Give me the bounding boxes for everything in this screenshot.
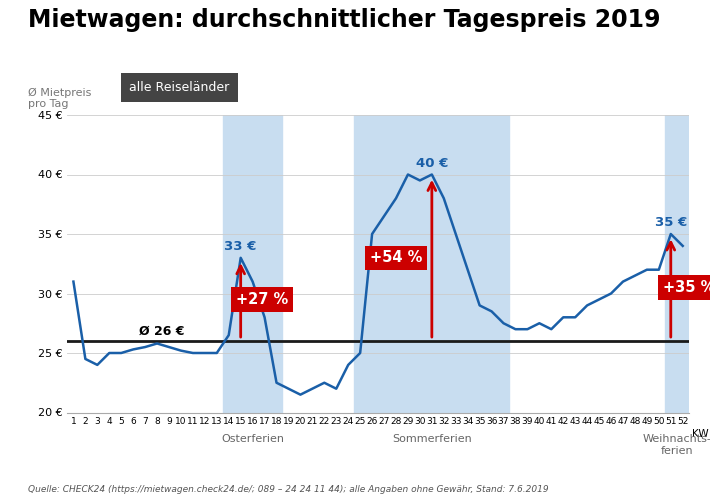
Text: Mietwagen: durchschnittlicher Tagespreis 2019: Mietwagen: durchschnittlicher Tagespreis… (28, 8, 661, 32)
Text: KW: KW (692, 429, 709, 439)
Text: +27 %: +27 % (236, 292, 288, 307)
Text: 33 €: 33 € (224, 240, 257, 253)
Text: Quelle: CHECK24 (https://mietwagen.check24.de/; 089 – 24 24 11 44); alle Angaben: Quelle: CHECK24 (https://mietwagen.check… (28, 485, 549, 494)
Text: Weihnachts-
ferien: Weihnachts- ferien (643, 434, 710, 456)
Text: +54 %: +54 % (370, 250, 422, 266)
Text: Sommerferien: Sommerferien (392, 434, 471, 444)
Bar (665, 115, 689, 412)
Text: alle Reiseländer: alle Reiseländer (129, 81, 229, 94)
Text: Ø Mietpreis
pro Tag: Ø Mietpreis pro Tag (28, 88, 92, 110)
Text: 40 €: 40 € (415, 156, 448, 170)
Bar (354, 115, 510, 412)
Text: Osterferien: Osterferien (221, 434, 284, 444)
Bar (223, 115, 283, 412)
Text: Ø 26 €: Ø 26 € (139, 324, 185, 338)
Text: +35 %: +35 % (662, 280, 710, 295)
Text: 35 €: 35 € (655, 216, 687, 229)
